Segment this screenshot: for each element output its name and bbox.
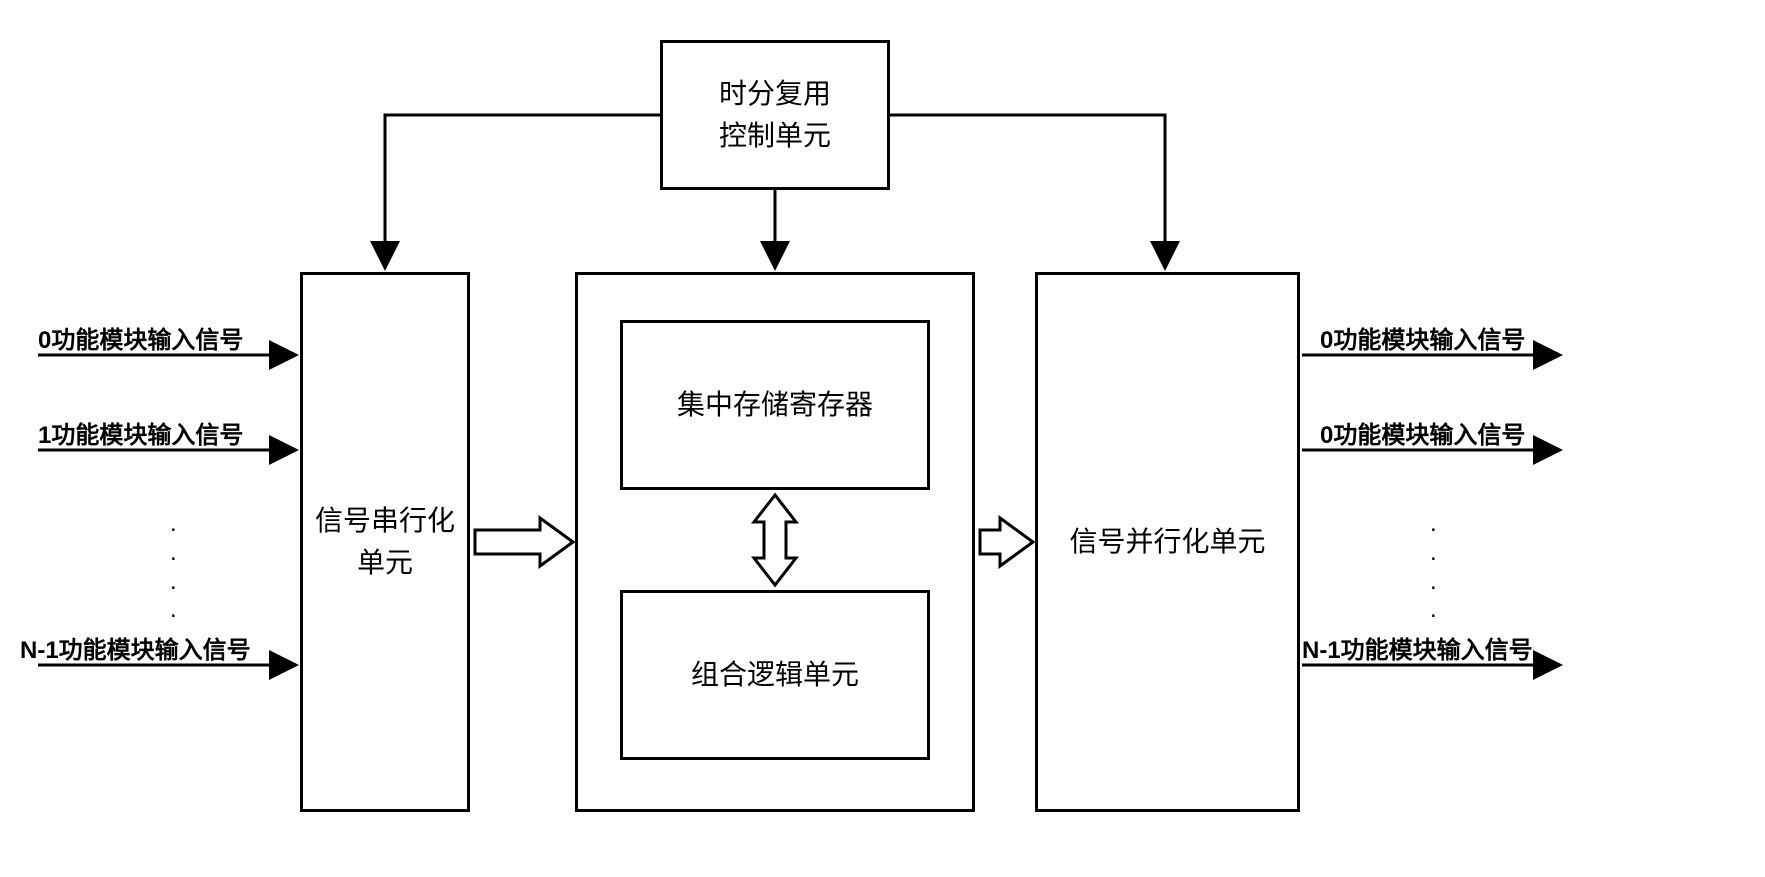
control-unit-box: 时分复用 控制单元 (660, 40, 890, 190)
hollow-arrow-center-to-parallel (980, 518, 1033, 566)
arrow-control-right (890, 115, 1165, 268)
register-box: 集中存储寄存器 (620, 320, 930, 490)
control-unit-label: 时分复用 控制单元 (719, 73, 831, 157)
input-label-0: 0功能模块输入信号 (38, 320, 243, 355)
hollow-arrow-serial-to-center (475, 518, 573, 566)
output-label-n: N-1功能模块输入信号 (1302, 630, 1533, 665)
logic-unit-box: 组合逻辑单元 (620, 590, 930, 760)
input-label-1: 1功能模块输入信号 (38, 415, 243, 450)
ellipsis-right: .... (1430, 510, 1437, 625)
parallel-unit-box: 信号并行化单元 (1035, 272, 1300, 812)
serial-unit-box: 信号串行化 单元 (300, 272, 470, 812)
ellipsis-left: .... (170, 510, 177, 625)
logic-unit-label: 组合逻辑单元 (691, 654, 859, 696)
parallel-unit-label: 信号并行化单元 (1069, 521, 1265, 563)
register-label: 集中存储寄存器 (677, 384, 873, 426)
input-label-n: N-1功能模块输入信号 (20, 630, 251, 665)
arrow-control-left (385, 115, 660, 268)
serial-unit-label: 信号串行化 单元 (315, 500, 455, 584)
output-label-0: 0功能模块输入信号 (1320, 320, 1525, 355)
output-label-1: 0功能模块输入信号 (1320, 415, 1525, 450)
